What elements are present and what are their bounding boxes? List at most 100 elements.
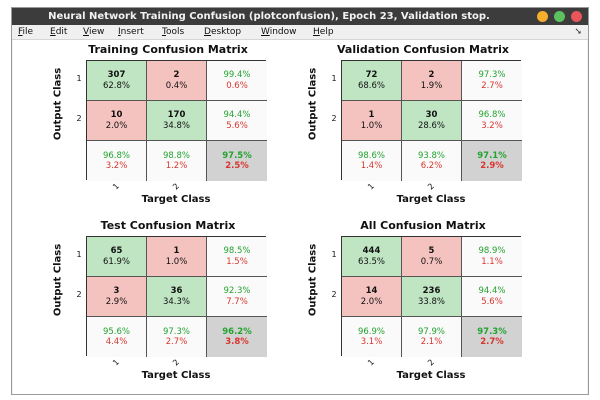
confusion-grid: 65 61.9% 1 1.0% 98.5% 1.5% 3 2.9% 36 34.3% 92.3% 7.… xyxy=(86,236,267,357)
y-tick-label: 2 xyxy=(331,290,337,299)
cell-col-summary-1: 98.6% 1.4% xyxy=(342,141,402,181)
menu-window[interactable]: Window xyxy=(261,27,297,37)
cell-value-bottom: 1.4% xyxy=(360,161,383,171)
cell-value-bottom: 3.2% xyxy=(105,161,128,171)
y-tick-label: 1 xyxy=(76,250,82,259)
menu-tools[interactable]: Tools xyxy=(162,27,185,37)
x-tick-label: 2 xyxy=(426,181,436,192)
cell-value-top: 97.3% xyxy=(478,70,506,80)
window-title: Neural Network Training Confusion (plotc… xyxy=(48,11,490,22)
cell-value-top: 96.8% xyxy=(102,150,130,161)
y-axis-label: Output Class xyxy=(52,67,64,141)
cell-value-bottom: 2.7% xyxy=(165,337,188,347)
confusion-grid: 444 63.5% 5 0.7% 98.9% 1.1% 14 2.0% 236 33.8% 94.4… xyxy=(341,236,522,357)
cell-fp-2: 1 1.0% xyxy=(342,101,402,141)
cell-value-bottom: 3.8% xyxy=(225,337,249,347)
cell-fp-2: 14 2.0% xyxy=(342,277,402,317)
cell-value-top: 94.4% xyxy=(478,286,506,296)
cell-row-summary-1: 99.4% 0.6% xyxy=(207,61,267,101)
cell-col-summary-2: 97.9% 2.1% xyxy=(402,317,462,357)
cell-value-bottom: 1.5% xyxy=(226,256,248,267)
menu-edit[interactable]: Edit xyxy=(50,27,68,37)
cell-value-top: 1 xyxy=(368,110,375,120)
confusion-grid: 307 62.8% 2 0.4% 99.4% 0.6% 10 2.0% 170 34.8% 94.4… xyxy=(86,60,267,181)
close-button[interactable] xyxy=(571,11,582,22)
cell-value-bottom: 63.5% xyxy=(357,256,385,267)
cell-value-top: 307 xyxy=(107,70,126,80)
cell-col-summary-2: 97.3% 2.7% xyxy=(147,317,207,357)
maximize-button[interactable] xyxy=(554,11,565,22)
panel-title: All Confusion Matrix xyxy=(360,219,486,232)
cell-value-top: 36 xyxy=(170,286,183,296)
y-axis-label: Output Class xyxy=(307,67,319,141)
menu-insert[interactable]: Insert xyxy=(118,27,144,37)
cell-row-summary-2: 96.8% 3.2% xyxy=(462,101,522,141)
cell-value-bottom: 2.9% xyxy=(480,161,504,171)
training-confusion-panel: Training Confusion Matrix Output Class 1 2 3… xyxy=(33,42,303,210)
cell-value-top: 98.6% xyxy=(357,150,385,161)
cell-value-bottom: 1.0% xyxy=(360,120,383,131)
minimize-button[interactable] xyxy=(537,11,548,22)
cell-value-bottom: 2.7% xyxy=(480,337,504,347)
confusion-grid: 72 68.6% 2 1.9% 97.3% 2.7% 1 1.0% 30 28.6% 96.8% 3.… xyxy=(341,60,522,181)
y-tick-label: 1 xyxy=(331,250,337,259)
cell-value-bottom: 1.2% xyxy=(165,161,188,171)
all-confusion-panel: All Confusion Matrix Output Class 1 2 444 63.… xyxy=(288,218,558,386)
x-tick-label: 1 xyxy=(366,181,376,192)
y-tick-label: 2 xyxy=(331,114,337,123)
cell-value-bottom: 2.0% xyxy=(105,120,128,131)
x-tick-label: 1 xyxy=(111,357,121,368)
cell-fp-2: 10 2.0% xyxy=(87,101,147,141)
cell-value-top: 97.3% xyxy=(162,326,190,337)
cell-overall-summary: 97.1% 2.9% xyxy=(462,141,522,181)
cell-value-bottom: 1.9% xyxy=(420,80,443,91)
cell-value-top: 170 xyxy=(167,110,186,120)
menu-bar: File Edit View Insert Tools Desktop Wind… xyxy=(12,25,588,40)
cell-row-summary-1: 98.9% 1.1% xyxy=(462,237,522,277)
cell-value-top: 97.5% xyxy=(222,150,252,161)
panel-title: Validation Confusion Matrix xyxy=(337,43,509,56)
cell-value-bottom: 68.6% xyxy=(357,80,385,91)
cell-col-summary-1: 96.9% 3.1% xyxy=(342,317,402,357)
y-tick-label: 1 xyxy=(76,74,82,83)
cell-tp-1: 65 61.9% xyxy=(87,237,147,277)
title-bar[interactable]: Neural Network Training Confusion (plotc… xyxy=(12,8,588,25)
x-tick-label: 1 xyxy=(366,357,376,368)
cell-value-top: 72 xyxy=(365,70,378,80)
cell-value-bottom: 0.6% xyxy=(226,80,248,91)
cell-value-top: 99.4% xyxy=(223,70,251,80)
menu-view[interactable]: View xyxy=(83,27,105,37)
cell-tp-1: 307 62.8% xyxy=(87,61,147,101)
cell-value-top: 3 xyxy=(113,286,120,296)
cell-col-summary-1: 95.6% 4.4% xyxy=(87,317,147,357)
cell-row-summary-1: 97.3% 2.7% xyxy=(462,61,522,101)
cell-value-bottom: 5.6% xyxy=(226,120,248,131)
cell-value-top: 236 xyxy=(422,286,441,296)
cell-value-bottom: 61.9% xyxy=(102,256,130,267)
cell-value-bottom: 34.8% xyxy=(162,120,190,131)
cell-fp-2: 3 2.9% xyxy=(87,277,147,317)
cell-tp-2: 236 33.8% xyxy=(402,277,462,317)
cell-value-bottom: 2.5% xyxy=(225,161,249,171)
cell-value-top: 94.4% xyxy=(223,110,251,120)
cell-tp-2: 36 34.3% xyxy=(147,277,207,317)
cell-value-bottom: 1.0% xyxy=(165,256,188,267)
figure-window: Neural Network Training Confusion (plotc… xyxy=(11,7,589,395)
menu-file[interactable]: File xyxy=(18,27,34,37)
cell-value-top: 97.3% xyxy=(477,326,507,337)
cell-col-summary-2: 98.8% 1.2% xyxy=(147,141,207,181)
cell-value-bottom: 2.0% xyxy=(360,296,383,307)
cell-value-top: 97.1% xyxy=(477,150,507,161)
cell-value-bottom: 34.3% xyxy=(162,296,190,307)
y-tick-label: 1 xyxy=(331,74,337,83)
menu-desktop[interactable]: Desktop xyxy=(204,27,242,37)
cell-value-top: 92.3% xyxy=(223,286,251,296)
x-tick-label: 1 xyxy=(111,181,121,192)
menu-help[interactable]: Help xyxy=(313,27,334,37)
x-tick-label: 2 xyxy=(426,357,436,368)
cell-value-top: 2 xyxy=(173,70,180,80)
x-axis-label: Target Class xyxy=(141,370,211,381)
cell-value-bottom: 3.2% xyxy=(481,120,503,131)
dock-arrow-icon[interactable]: ➘ xyxy=(574,27,582,37)
cell-tp-1: 72 68.6% xyxy=(342,61,402,101)
